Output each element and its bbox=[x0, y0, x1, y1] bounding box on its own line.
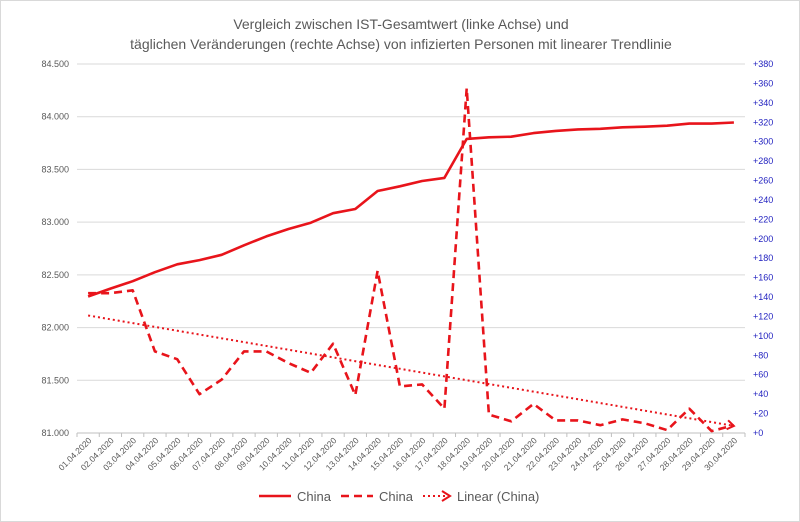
series-line-china-daily bbox=[88, 87, 735, 433]
right-tick-label: +280 bbox=[753, 156, 773, 166]
trendline-linear-china bbox=[87, 314, 735, 427]
trendline-arrow-icon bbox=[726, 419, 736, 431]
right-tick-label: +140 bbox=[753, 292, 773, 302]
x-axis: 01.04.202002.04.202003.04.202004.04.2020… bbox=[56, 432, 746, 472]
right-tick-label: +220 bbox=[753, 214, 773, 224]
right-tick-label: +260 bbox=[753, 176, 773, 186]
right-tick-label: +160 bbox=[753, 273, 773, 283]
left-tick-label: 84.500 bbox=[41, 59, 69, 69]
legend-label-linear-china: Linear (China) bbox=[457, 489, 539, 504]
right-tick-label: +360 bbox=[753, 78, 773, 88]
legend: China China Linear (China) bbox=[259, 489, 539, 504]
left-tick-label: 83.500 bbox=[41, 164, 69, 174]
right-tick-label: +320 bbox=[753, 117, 773, 127]
legend-label-china-solid: China bbox=[297, 489, 332, 504]
gridlines bbox=[77, 63, 745, 434]
chart-title-line-1: Vergleich zwischen IST-Gesamtwert (linke… bbox=[233, 16, 568, 32]
left-tick-label: 82.000 bbox=[41, 323, 69, 333]
right-tick-label: +180 bbox=[753, 253, 773, 263]
left-tick-label: 81.500 bbox=[41, 375, 69, 385]
right-tick-label: +200 bbox=[753, 234, 773, 244]
right-tick-label: +100 bbox=[753, 331, 773, 341]
right-tick-label: +0 bbox=[753, 428, 763, 438]
right-tick-label: +60 bbox=[753, 370, 768, 380]
left-tick-label: 84.000 bbox=[41, 112, 69, 122]
left-tick-label: 83.000 bbox=[41, 217, 69, 227]
right-tick-label: +80 bbox=[753, 350, 768, 360]
right-tick-label: +40 bbox=[753, 389, 768, 399]
series-layer bbox=[87, 87, 736, 433]
left-tick-label: 81.000 bbox=[41, 428, 69, 438]
chart-title-line-2: täglichen Veränderungen (rechte Achse) v… bbox=[130, 36, 672, 52]
right-y-axis: +0 +20 +40 +60 +80 +100 +120 +140 +160 +180 +200 +2… bbox=[753, 59, 773, 438]
left-tick-label: 82.500 bbox=[41, 270, 69, 280]
left-y-axis: 81.000 81.500 82.000 82.500 83.000 83.500 84.0… bbox=[41, 59, 69, 438]
right-tick-label: +380 bbox=[753, 59, 773, 69]
right-tick-label: +120 bbox=[753, 311, 773, 321]
legend-arrow-icon bbox=[441, 490, 452, 502]
series-line-china-total bbox=[87, 121, 734, 298]
right-tick-label: +20 bbox=[753, 409, 768, 419]
right-tick-label: +240 bbox=[753, 195, 773, 205]
legend-label-china-dashed: China bbox=[379, 489, 414, 504]
right-tick-label: +340 bbox=[753, 98, 773, 108]
right-tick-label: +300 bbox=[753, 137, 773, 147]
